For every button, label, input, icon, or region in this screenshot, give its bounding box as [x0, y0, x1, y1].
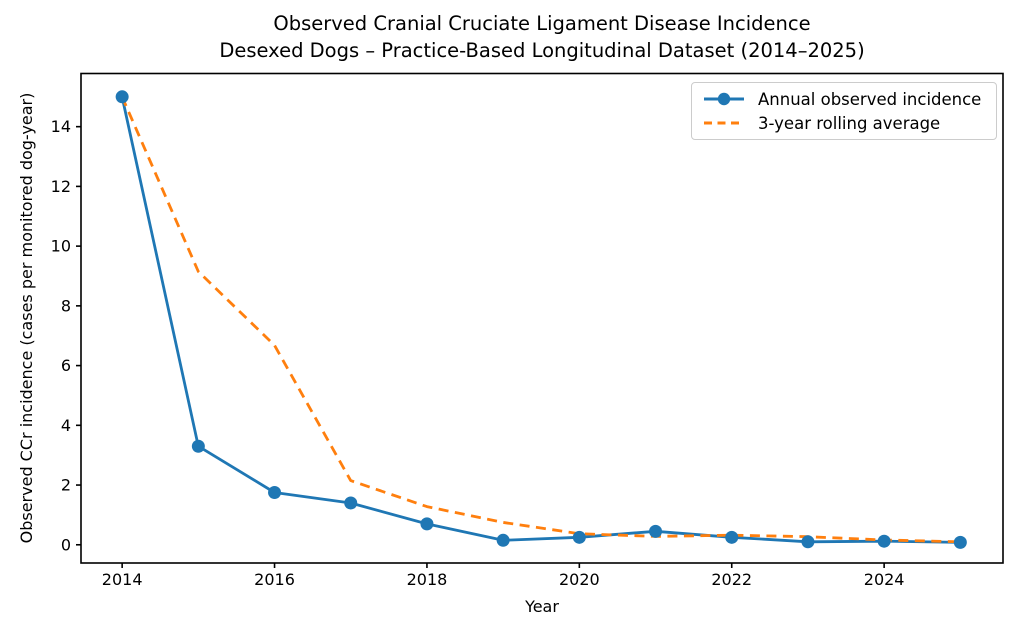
- data-point-marker: [572, 530, 586, 544]
- legend-label-rolling: 3-year rolling average: [758, 113, 941, 133]
- data-point-marker: [344, 496, 358, 510]
- y-tick-label: 2: [61, 476, 71, 495]
- data-point-marker: [268, 486, 282, 500]
- legend-item-rolling: 3-year rolling average: [702, 113, 986, 133]
- rolling-average-line: [120, 96, 961, 544]
- data-point-marker: [725, 530, 739, 544]
- x-axis-ticks: 2014 2016 2018 2020 2022 2024: [102, 563, 905, 589]
- y-axis-label: Observed CCr incidence (cases per monito…: [17, 92, 36, 544]
- y-tick-label: 4: [61, 416, 71, 435]
- x-tick-label: 2016: [254, 570, 295, 589]
- data-point-marker: [420, 517, 434, 531]
- data-point-marker: [115, 90, 129, 104]
- x-tick-label: 2014: [102, 570, 143, 589]
- x-tick-label: 2020: [559, 570, 600, 589]
- data-point-marker: [649, 524, 663, 538]
- legend-label-annual: Annual observed incidence: [758, 89, 982, 109]
- series-markers: [115, 90, 967, 549]
- x-tick-label: 2022: [711, 570, 752, 589]
- y-tick-label: 0: [61, 535, 71, 554]
- legend: Annual observed incidence 3-year rolling…: [691, 82, 997, 140]
- legend-item-annual: Annual observed incidence: [702, 89, 986, 109]
- chart-title-line2: Desexed Dogs – Practice-Based Longitudin…: [219, 38, 865, 62]
- y-tick-label: 12: [51, 177, 71, 196]
- x-axis-label: Year: [525, 597, 559, 616]
- y-axis-ticks: 0 2 4 6 8 10 12 14: [51, 117, 81, 554]
- y-tick-label: 14: [51, 117, 71, 136]
- axes-frame: [80, 72, 1004, 564]
- data-point-marker: [801, 535, 815, 549]
- x-tick-label: 2018: [407, 570, 448, 589]
- series-lines: [120, 96, 961, 544]
- data-point-marker: [496, 533, 510, 547]
- chart-title-line1: Observed Cranial Cruciate Ligament Disea…: [273, 12, 811, 35]
- y-tick-label: 8: [61, 296, 71, 315]
- data-point-marker: [191, 439, 205, 453]
- legend-dashed-line-icon: [704, 121, 744, 125]
- chart-title: Observed Cranial Cruciate Ligament Disea…: [81, 11, 1003, 64]
- data-point-marker: [953, 535, 967, 549]
- y-tick-label: 10: [51, 237, 71, 256]
- data-point-marker: [877, 534, 891, 548]
- y-tick-label: 6: [61, 356, 71, 375]
- legend-solid-line-marker-icon: [704, 92, 744, 106]
- annual-incidence-line: [120, 96, 961, 544]
- x-tick-label: 2024: [864, 570, 905, 589]
